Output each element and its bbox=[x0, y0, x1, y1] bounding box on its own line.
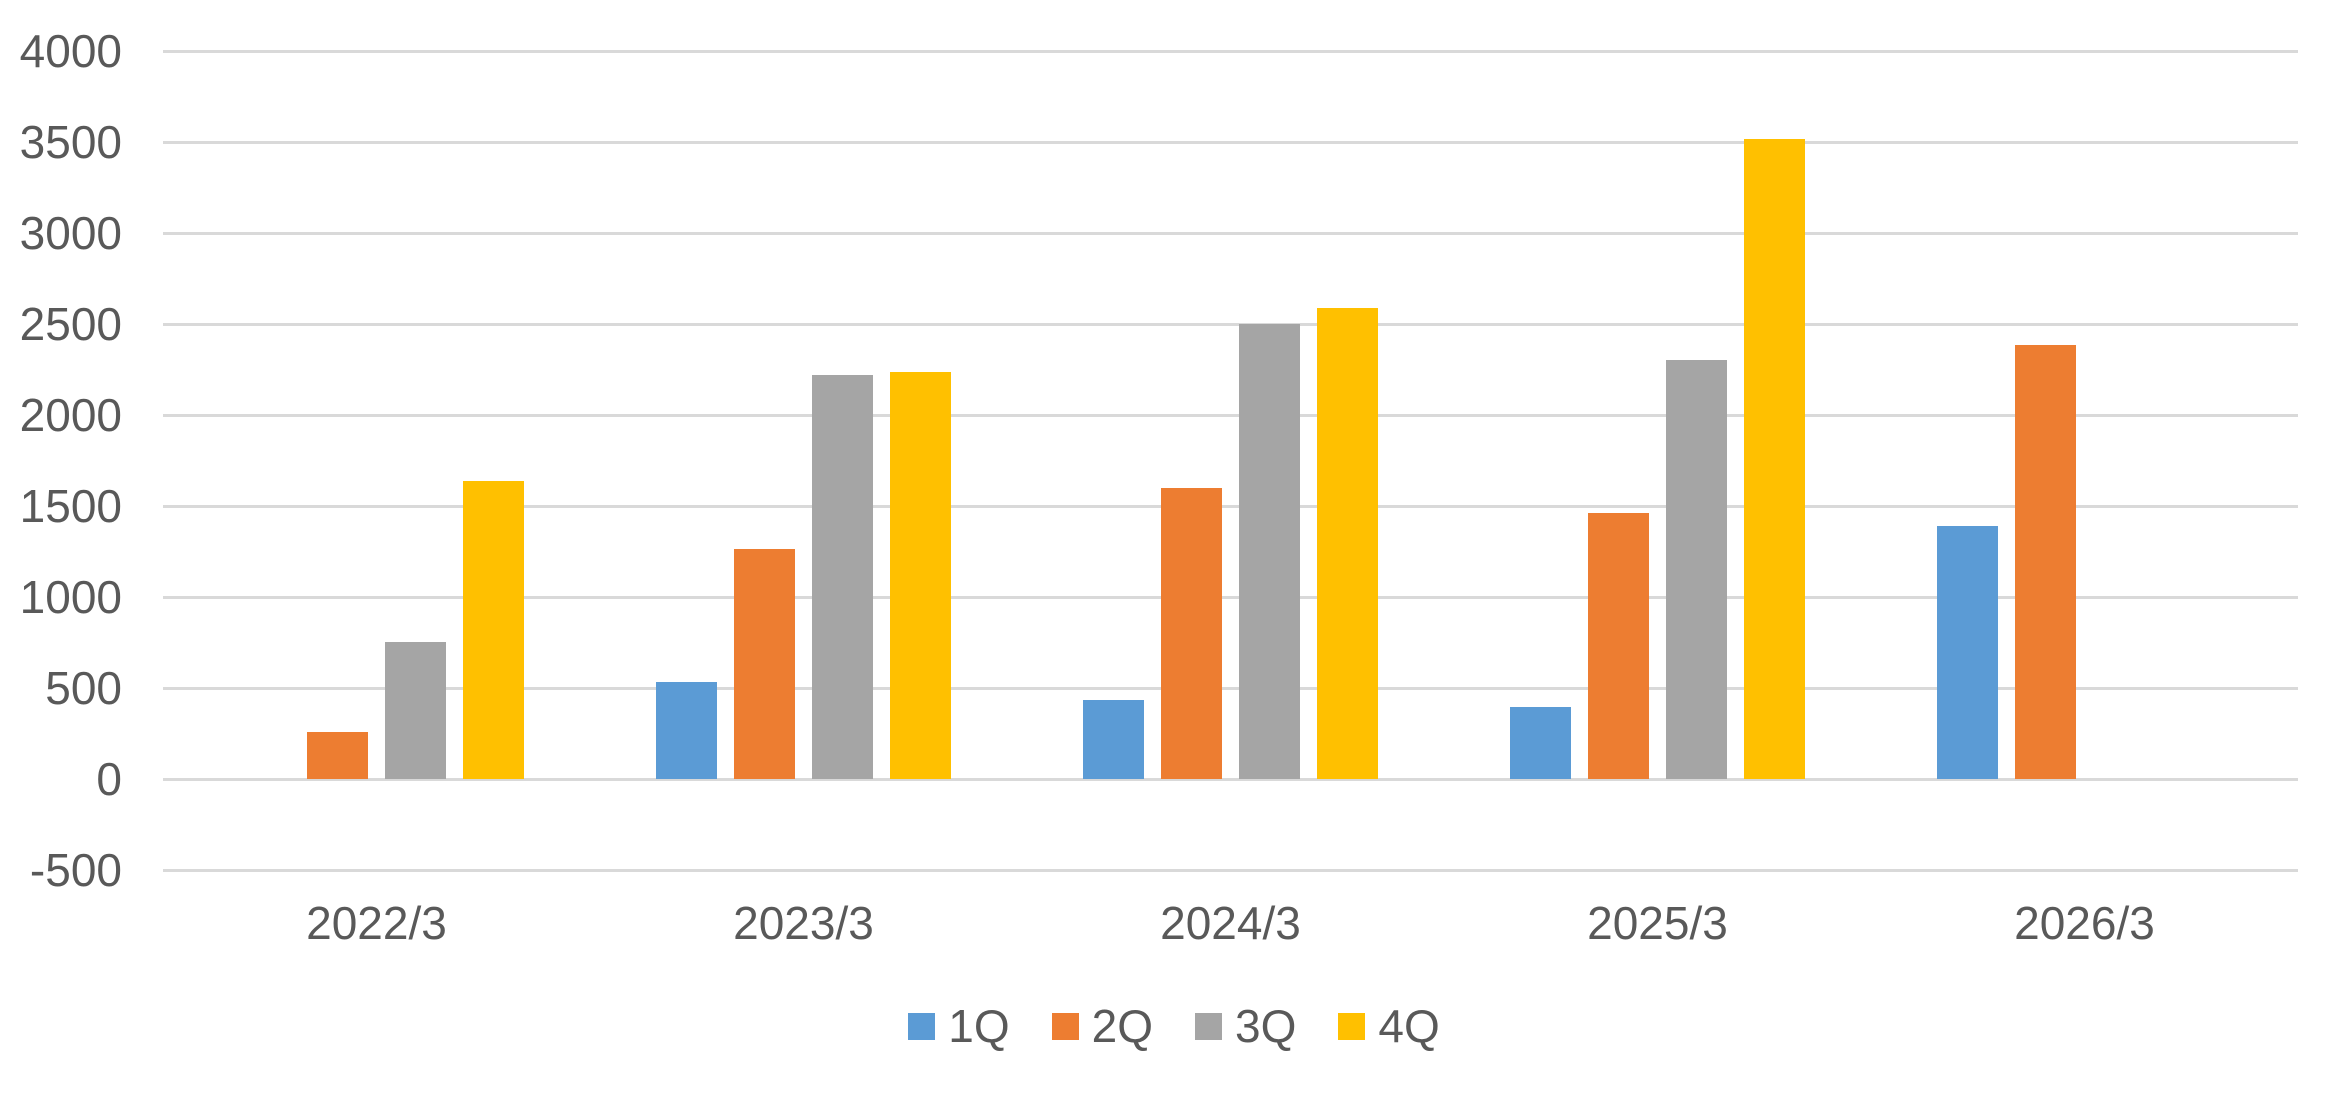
x-category-label-2025-3: 2025/3 bbox=[1587, 897, 1728, 949]
bar-2q-2025-3 bbox=[1588, 513, 1649, 779]
bar-3q-2022-3 bbox=[385, 641, 446, 779]
bar-4q-2025-3 bbox=[1744, 139, 1805, 779]
y-tick-label-4000: 4000 bbox=[19, 25, 122, 77]
bar-1q-2023-3 bbox=[656, 681, 717, 779]
legend-item-1q: 1Q bbox=[908, 1000, 1010, 1052]
legend-swatch-4q-icon bbox=[1338, 1012, 1366, 1040]
legend: 1Q 2Q 3Q 4Q bbox=[0, 1000, 2348, 1052]
y-tick-label-1500: 1500 bbox=[19, 480, 122, 532]
plot-area bbox=[163, 49, 2298, 872]
legend-label-2q: 2Q bbox=[1091, 1000, 1153, 1052]
legend-swatch-3q-icon bbox=[1195, 1012, 1222, 1040]
y-tick-label-3500: 3500 bbox=[19, 116, 122, 168]
gridline-1500 bbox=[163, 504, 2298, 508]
x-category-label-2024-3: 2024/3 bbox=[1160, 897, 1301, 949]
bar-1q-2026-3 bbox=[1937, 526, 1998, 779]
bar-2q-2022-3 bbox=[307, 731, 368, 779]
bar-2q-2023-3 bbox=[734, 548, 795, 779]
legend-swatch-2q-icon bbox=[1051, 1012, 1079, 1040]
gridline-2500 bbox=[163, 322, 2298, 326]
bar-3q-2024-3 bbox=[1239, 324, 1300, 779]
y-tick-label-500: 500 bbox=[45, 662, 122, 714]
legend-item-3q: 3Q bbox=[1195, 1000, 1296, 1052]
bar-3q-2025-3 bbox=[1666, 360, 1727, 779]
bar-2q-2024-3 bbox=[1161, 487, 1222, 779]
bar-1q-2025-3 bbox=[1510, 707, 1571, 779]
bar-4q-2024-3 bbox=[1317, 307, 1378, 779]
gridline-500 bbox=[163, 686, 2298, 690]
gridline-4000 bbox=[163, 49, 2298, 53]
gridline-3500 bbox=[163, 140, 2298, 144]
gridline-2000 bbox=[163, 413, 2298, 417]
bar-4q-2022-3 bbox=[463, 480, 524, 779]
legend-label-1q: 1Q bbox=[948, 1000, 1010, 1052]
bar-2q-2026-3 bbox=[2015, 344, 2076, 779]
legend-item-2q: 2Q bbox=[1051, 1000, 1153, 1052]
legend-item-4q: 4Q bbox=[1338, 1000, 1440, 1052]
x-category-label-2022-3: 2022/3 bbox=[306, 897, 447, 949]
y-tick-label--500: -500 bbox=[29, 844, 122, 896]
gridline--500 bbox=[163, 868, 2298, 872]
x-category-label-2023-3: 2023/3 bbox=[733, 897, 874, 949]
gridline-1000 bbox=[163, 595, 2298, 599]
y-tick-label-3000: 3000 bbox=[19, 207, 122, 259]
y-tick-label-1000: 1000 bbox=[19, 571, 122, 623]
bar-3q-2023-3 bbox=[812, 374, 873, 779]
y-tick-label-2500: 2500 bbox=[19, 298, 122, 350]
x-category-label-2026-3: 2026/3 bbox=[2014, 897, 2155, 949]
y-tick-label-2000: 2000 bbox=[19, 389, 122, 441]
y-tick-label-0: 0 bbox=[96, 753, 122, 805]
legend-label-4q: 4Q bbox=[1378, 1000, 1440, 1052]
gridline-0 bbox=[163, 777, 2298, 781]
bar-4q-2023-3 bbox=[890, 372, 951, 779]
gridline-3000 bbox=[163, 231, 2298, 235]
legend-label-3q: 3Q bbox=[1235, 1000, 1297, 1052]
bar-1q-2024-3 bbox=[1083, 699, 1144, 779]
legend-swatch-1q-icon bbox=[908, 1012, 936, 1040]
